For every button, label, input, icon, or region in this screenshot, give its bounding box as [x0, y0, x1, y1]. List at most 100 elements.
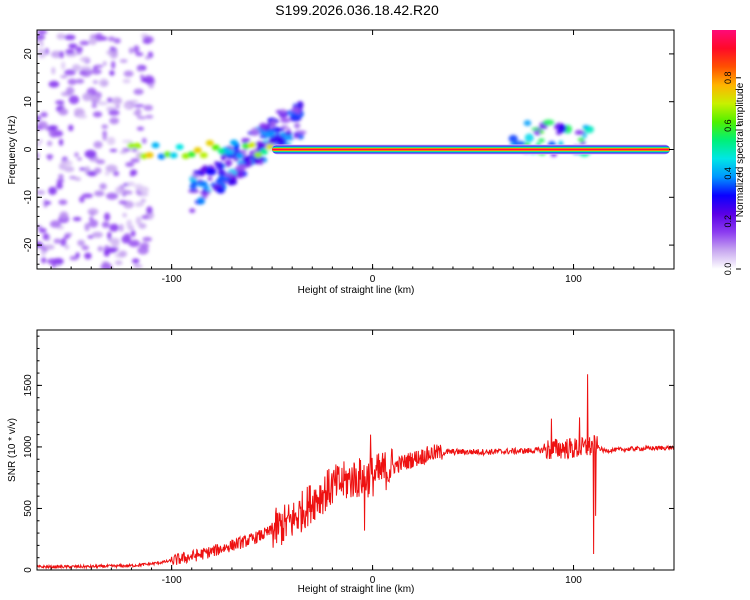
spectrogram-cell	[84, 149, 97, 159]
spectrogram-cell	[72, 216, 82, 222]
spectrogram-cell	[115, 186, 125, 195]
spectrogram-cell	[109, 117, 120, 125]
spectrogram-cell	[508, 134, 518, 143]
spectrogram-cell	[37, 152, 40, 159]
spectrogram-cell	[77, 157, 82, 161]
spectrogram-cell	[126, 181, 136, 187]
spectrogram-cell	[114, 260, 123, 266]
spectrogram-cell	[75, 252, 80, 259]
spectrogram-cell	[284, 131, 293, 135]
spectrogram-cell	[109, 49, 118, 59]
spectrogram-cell	[199, 152, 208, 159]
spectrogram-cell	[577, 137, 585, 142]
spectrogram-cell	[64, 244, 70, 250]
spectrogram-cell	[151, 142, 160, 149]
spectrogram-cell	[136, 126, 145, 131]
spectrogram-cell	[294, 122, 300, 130]
spectrogram-cell	[38, 49, 47, 59]
spectrogram-cell	[193, 147, 202, 154]
spectrogram-cell	[109, 148, 118, 153]
spectrogram-cell	[229, 139, 238, 146]
ridge-band	[272, 148, 670, 151]
spectrogram-cell	[56, 179, 65, 183]
spectrogram-cell	[75, 46, 83, 53]
snr-frame	[36, 329, 675, 571]
spectrogram-cell	[126, 219, 133, 229]
spectrogram-cell	[79, 196, 85, 203]
spectrogram-cell	[128, 47, 134, 54]
spectrogram-cell	[217, 169, 227, 176]
y-tick-label: 0	[23, 567, 34, 573]
spectrogram-cell	[106, 97, 113, 103]
spectrogram-cell	[142, 40, 152, 44]
spectrogram-cell	[135, 216, 142, 225]
spectrogram-cell	[60, 160, 73, 167]
spectrogram-cell	[92, 111, 103, 118]
spectrogram-cell	[51, 67, 56, 75]
spectrogram-cell	[217, 148, 226, 155]
spectrogram-cell	[276, 127, 285, 132]
spectrogram-cell	[557, 124, 567, 133]
spectrogram-cell	[216, 187, 226, 194]
snr-x-ticks: -100 0 100	[50, 330, 675, 586]
spectrogram-cell	[68, 124, 74, 132]
spectrogram-cell	[205, 139, 214, 146]
spectrogram-cell	[226, 154, 236, 159]
spectrogram-cell	[100, 36, 108, 41]
colorbar: 0.0 0.2 0.4 0.6 0.8 Normalized spectral ampl…	[712, 30, 746, 275]
spectrogram-cell	[289, 113, 302, 122]
spectrogram-cell	[88, 36, 97, 46]
spectrogram-cell	[48, 186, 57, 196]
spectrogram-cell	[295, 130, 307, 135]
spectrogram-cell	[123, 103, 132, 109]
spectrogram-cell	[169, 152, 178, 159]
spectrogram-cell	[79, 56, 91, 63]
spectrogram-cell	[138, 223, 147, 229]
spectrogram-cell	[122, 189, 131, 195]
spectrogram-cell	[80, 68, 92, 77]
y-tick-label: -20	[23, 237, 34, 252]
spectrogram-cell	[75, 78, 85, 84]
spectrogram-cell	[122, 212, 127, 218]
spectrogram-cell	[130, 158, 140, 163]
spectrogram-cell	[248, 142, 257, 149]
x-tick-label: -100	[162, 575, 182, 586]
spectrogram-cell	[542, 119, 555, 126]
spectrogram-cell	[77, 114, 88, 119]
spectrogram-cell	[146, 206, 153, 214]
spectrogram-cell	[133, 104, 145, 108]
spectrogram-cell	[68, 95, 80, 105]
spectrogram-cell	[109, 223, 119, 232]
colorbar-tick-label: 0.4	[723, 167, 733, 180]
snr-series-line	[37, 374, 674, 570]
spectrogram-cell	[135, 108, 142, 117]
spectrogram-cell	[38, 227, 47, 233]
spectrogram-cell	[143, 104, 153, 111]
spectrogram-cell	[66, 86, 75, 96]
spectrogram-cell	[133, 45, 140, 54]
spectrogram-cell	[188, 189, 200, 193]
spectrogram-cell	[122, 235, 128, 242]
spectrogram-cell	[81, 193, 94, 199]
spectrogram-cell	[189, 182, 197, 191]
spectrogram-cell	[139, 153, 148, 160]
spectrogram-cell	[106, 263, 113, 269]
spectrogram-ridge	[272, 144, 670, 155]
spectrogram-x-label: Height of straight line (km)	[298, 285, 415, 296]
spectrogram-cell	[41, 257, 47, 264]
spectrogram-cell	[113, 170, 120, 177]
spectrogram-cell	[63, 166, 75, 173]
spectrogram-cell	[236, 170, 244, 179]
spectrogram-cell	[37, 121, 48, 130]
spectrogram-cell	[111, 240, 120, 247]
spectrogram-cell	[136, 67, 143, 72]
spectrogram-cell	[236, 167, 243, 172]
spectrogram-cell	[138, 186, 150, 194]
spectrogram-cell	[37, 48, 45, 52]
figure-title: S199.2026.036.18.42.R20	[275, 2, 439, 18]
spectrogram-cell	[194, 171, 206, 175]
spectrogram-cell	[58, 199, 68, 205]
spectrogram-cell	[56, 33, 66, 40]
colorbar-tick-label: 0.8	[723, 72, 733, 85]
spectrogram-cell	[145, 114, 154, 119]
